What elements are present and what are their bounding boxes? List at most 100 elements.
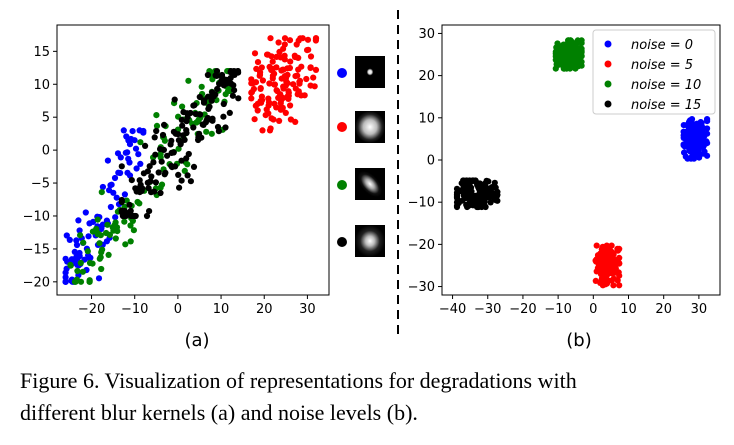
scatter-point-kernel-2 bbox=[292, 118, 299, 125]
scatter-point-noise5 bbox=[602, 257, 610, 264]
scatter-point-kernel-3 bbox=[77, 232, 84, 239]
scatter-point-kernel-4 bbox=[235, 95, 242, 102]
scatter-point-kernel-3 bbox=[98, 189, 105, 196]
x-tick-label: −20 bbox=[78, 302, 105, 317]
y-tick-label: 10 bbox=[33, 78, 50, 93]
scatter-point-kernel-4 bbox=[121, 207, 128, 215]
scatter-point-kernel-4 bbox=[160, 146, 167, 153]
scatter-point-kernel-1 bbox=[62, 278, 69, 285]
scatter-point-noise5 bbox=[603, 267, 611, 275]
x-tick-label: −30 bbox=[474, 302, 501, 317]
y-tick-label: −30 bbox=[408, 280, 435, 295]
y-tick-label: 15 bbox=[33, 45, 50, 60]
scatter-point-kernel-4 bbox=[146, 208, 153, 215]
y-tick-label: −10 bbox=[408, 196, 435, 211]
scatter-point-noise0 bbox=[704, 118, 711, 125]
scatter-point-kernel-1 bbox=[85, 233, 92, 240]
scatter-point-kernel-4 bbox=[118, 196, 125, 204]
legend-marker-noise-15 bbox=[604, 100, 612, 108]
scatter-point-kernel-2 bbox=[312, 66, 320, 73]
scatter-point-noise15 bbox=[491, 179, 498, 186]
scatter-point-kernel-3 bbox=[98, 249, 105, 256]
scatter-point-kernel-2 bbox=[282, 109, 289, 116]
scatter-point-kernel-1 bbox=[113, 194, 120, 201]
scatter-point-noise5 bbox=[598, 268, 605, 275]
scatter-point-kernel-1 bbox=[120, 127, 127, 134]
scatter-point-kernel-2 bbox=[275, 39, 282, 46]
scatter-point-noise15 bbox=[456, 198, 463, 205]
scatter-point-noise10 bbox=[572, 43, 580, 50]
scatter-point-kernel-3 bbox=[71, 278, 78, 285]
scatter-point-kernel-4 bbox=[196, 93, 203, 101]
scatter-point-kernel-3 bbox=[122, 241, 129, 248]
scatter-point-noise0 bbox=[682, 128, 690, 136]
scatter-point-kernel-2 bbox=[258, 64, 265, 71]
legend-label-noise-0: noise = 0 bbox=[631, 38, 693, 53]
points-b bbox=[453, 37, 711, 289]
scatter-point-noise10 bbox=[556, 58, 563, 66]
scatter-point-kernel-4 bbox=[167, 141, 174, 148]
scatter-point-kernel-3 bbox=[109, 224, 116, 231]
scatter-point-noise10 bbox=[578, 37, 585, 44]
scatter-point-noise5 bbox=[592, 257, 599, 264]
scatter-point-kernel-2 bbox=[248, 95, 255, 102]
scatter-point-kernel-4 bbox=[200, 99, 208, 106]
scatter-point-kernel-2 bbox=[307, 53, 315, 60]
legend-marker-noise-0 bbox=[604, 40, 612, 48]
scatter-point-kernel-3 bbox=[74, 267, 81, 275]
scatter-point-kernel-3 bbox=[105, 251, 112, 258]
scatter-point-kernel-2 bbox=[278, 97, 285, 104]
scatter-point-kernel-2 bbox=[286, 64, 293, 72]
scatter-point-kernel-1 bbox=[107, 182, 114, 189]
scatter-point-kernel-2 bbox=[265, 95, 272, 102]
x-tick-label: −40 bbox=[439, 302, 466, 317]
scatter-point-kernel-4 bbox=[231, 87, 238, 94]
scatter-point-noise5 bbox=[608, 249, 615, 256]
scatter-point-kernel-1 bbox=[122, 149, 129, 156]
scatter-point-kernel-4 bbox=[151, 188, 158, 195]
scatter-point-kernel-2 bbox=[273, 53, 280, 61]
y-tick-label: 10 bbox=[418, 111, 435, 126]
scatter-point-kernel-2 bbox=[301, 92, 308, 99]
scatter-point-kernel-1 bbox=[75, 217, 82, 224]
scatter-point-kernel-4 bbox=[152, 151, 159, 158]
scatter-point-noise10 bbox=[576, 52, 583, 60]
scatter-point-noise5 bbox=[605, 262, 613, 269]
scatter-point-kernel-1 bbox=[71, 248, 78, 255]
scatter-point-kernel-4 bbox=[172, 163, 179, 170]
scatter-point-kernel-2 bbox=[257, 98, 264, 105]
scatter-point-kernel-4 bbox=[231, 68, 239, 75]
scatter-point-kernel-4 bbox=[126, 201, 133, 208]
scatter-point-noise5 bbox=[610, 282, 617, 289]
scatter-point-noise15 bbox=[494, 188, 501, 195]
scatter-point-noise0 bbox=[704, 130, 711, 137]
scatter-point-kernel-1 bbox=[114, 150, 122, 157]
x-tick-label: −10 bbox=[121, 302, 148, 317]
scatter-point-kernel-2 bbox=[310, 74, 317, 81]
scatter-point-kernel-4 bbox=[142, 142, 149, 149]
scatter-point-kernel-1 bbox=[126, 159, 133, 166]
scatter-point-kernel-4 bbox=[206, 116, 213, 123]
scatter-panel-a: −20 −10 0 10 20 30 −20 −15 −10 −5 0 5 10 15 (a) bbox=[23, 24, 330, 351]
scatter-point-kernel-3 bbox=[185, 77, 192, 84]
scatter-point-kernel-2 bbox=[269, 58, 276, 65]
scatter-point-kernel-4 bbox=[146, 163, 153, 170]
scatter-point-noise10 bbox=[569, 53, 576, 60]
scatter-point-kernel-4 bbox=[175, 171, 182, 178]
scatter-point-kernel-4 bbox=[176, 184, 183, 191]
scatter-point-kernel-1 bbox=[76, 227, 83, 234]
scatter-point-kernel-3 bbox=[84, 248, 91, 255]
scatter-point-kernel-4 bbox=[128, 177, 135, 184]
scatter-point-noise15 bbox=[474, 203, 481, 211]
scatter-point-kernel-2 bbox=[286, 37, 294, 44]
scatter-point-kernel-3 bbox=[181, 167, 188, 174]
kernel-dot-black bbox=[337, 237, 347, 247]
scatter-point-kernel-2 bbox=[271, 81, 278, 88]
scatter-point-noise15 bbox=[479, 191, 487, 198]
scatter-point-kernel-3 bbox=[137, 139, 144, 146]
scatter-point-noise10 bbox=[565, 37, 572, 44]
scatter-point-noise0 bbox=[693, 146, 701, 153]
scatter-point-kernel-4 bbox=[192, 110, 199, 118]
caption-line-1: Figure 6. Visualization of representatio… bbox=[20, 368, 577, 393]
scatter-point-noise15 bbox=[486, 189, 493, 196]
